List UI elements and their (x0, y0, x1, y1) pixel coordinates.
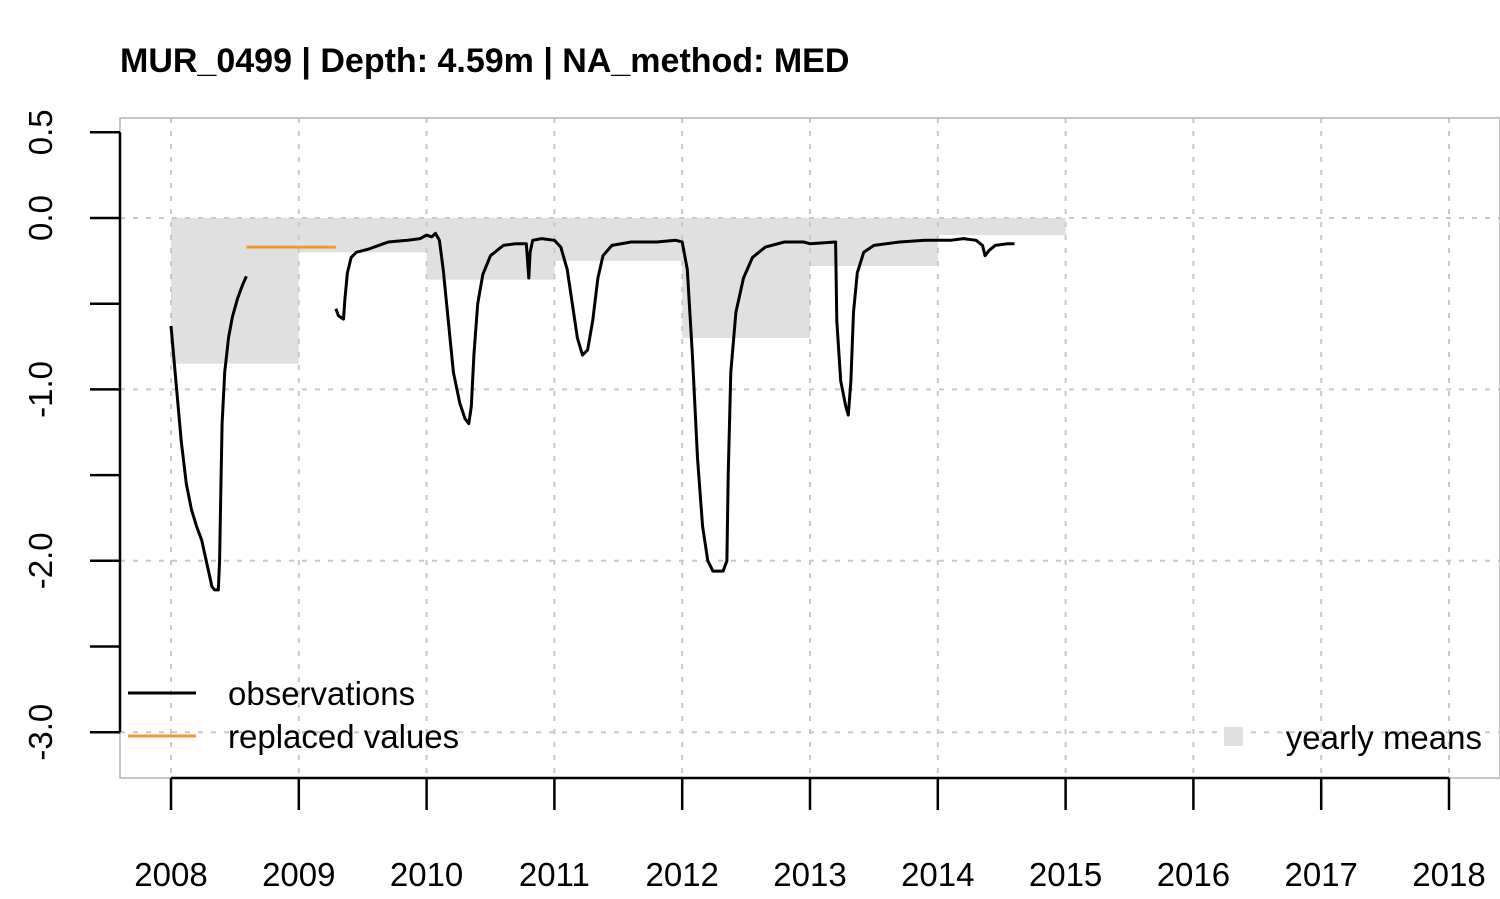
legend-yearly-means-swatch (1224, 727, 1243, 746)
axes-layer: 0.5 0.0 -1.0 -2.0 -3.0 2008 2009 2010 2011 2012 20… (22, 109, 1486, 893)
legend-replaced-values-label: replaced values (228, 718, 459, 755)
x-tick-label: 2009 (262, 856, 335, 893)
x-tick-label: 2014 (901, 856, 974, 893)
grid-layer (120, 118, 1500, 778)
x-tick-label: 2011 (519, 856, 590, 893)
x-tick-label: 2016 (1157, 856, 1230, 893)
yearly-mean-bar-2011 (554, 218, 683, 261)
series-observations-segment-1 (334, 231, 1015, 573)
x-tick-label: 2010 (390, 856, 463, 893)
x-tick-label: 2018 (1412, 856, 1485, 893)
chart-title: MUR_0499 | Depth: 4.59m | NA_method: MED (120, 42, 849, 80)
y-tick-label: 0.0 (22, 195, 59, 241)
x-tick-label: 2008 (134, 856, 207, 893)
legend-yearly-means-label: yearly means (1286, 719, 1482, 756)
y-tick-label: -2.0 (22, 532, 59, 589)
y-tick-label: 0.5 (22, 109, 59, 155)
yearly-mean-bar-2010 (426, 218, 555, 280)
yearly-mean-bar-2014 (937, 218, 1066, 236)
yearly-mean-bar-2008 (171, 218, 299, 364)
y-tick-label: -3.0 (22, 704, 59, 761)
y-tick-label: -1.0 (22, 361, 59, 418)
legend-observations-label: observations (228, 675, 415, 712)
x-tick-label: 2012 (645, 856, 718, 893)
legend: observations replaced values yearly mean… (128, 675, 1482, 756)
series-layer (169, 231, 1015, 592)
yearly-mean-bar-2012 (682, 218, 810, 338)
x-tick-label: 2013 (773, 856, 846, 893)
x-tick-label: 2017 (1284, 856, 1357, 893)
series-observations-segment-0 (169, 275, 248, 592)
x-tick-label: 2015 (1029, 856, 1102, 893)
